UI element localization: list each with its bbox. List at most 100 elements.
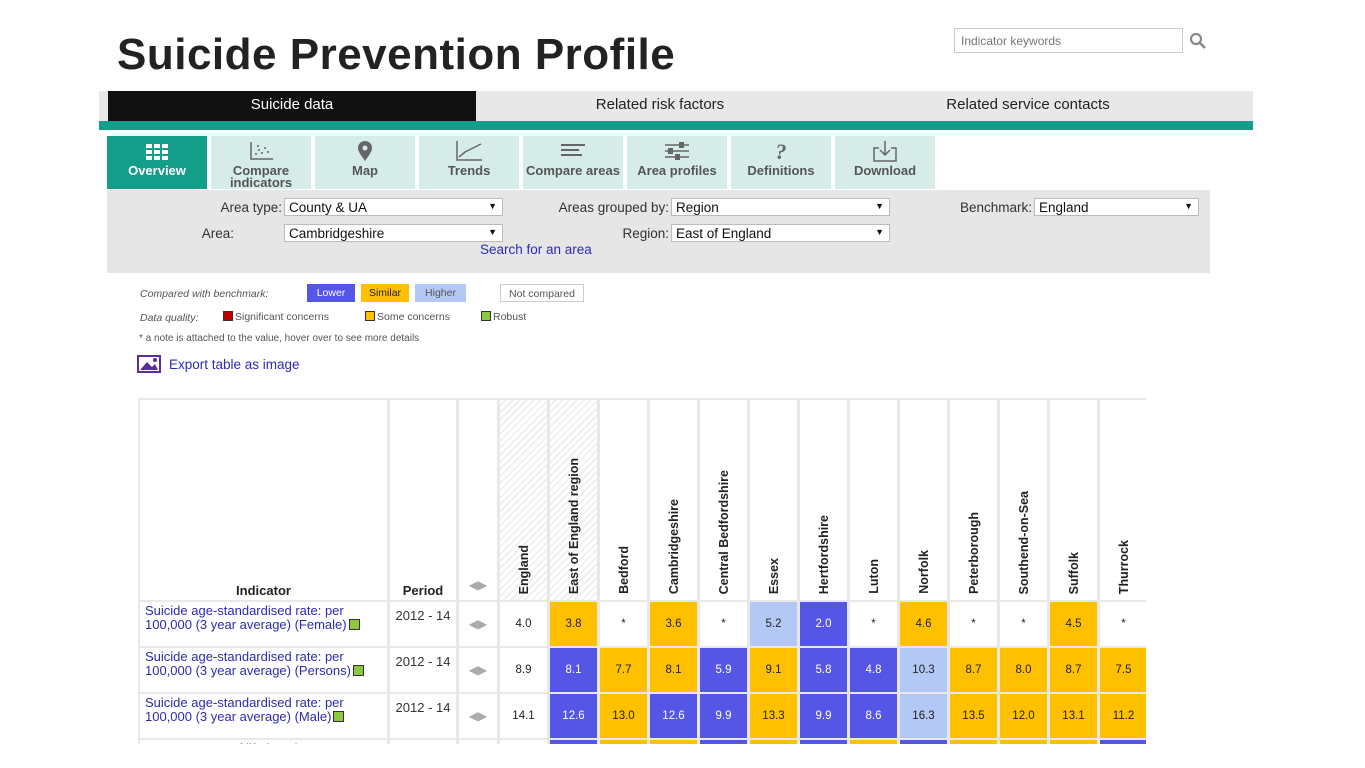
value-cell[interactable]: *: [1000, 602, 1047, 646]
scroll-arrows-icon[interactable]: ◀▶: [468, 578, 488, 592]
tab-related-risk-factors[interactable]: Related risk factors: [595, 96, 725, 113]
value-cell[interactable]: 5.9: [700, 648, 747, 692]
value-cell[interactable]: 12.0: [1000, 694, 1047, 738]
grouped-by-value: Region: [676, 200, 719, 215]
tab-map[interactable]: Map: [315, 136, 415, 189]
value-cell[interactable]: [650, 740, 697, 744]
value-cell[interactable]: *: [850, 602, 897, 646]
value-cell[interactable]: [900, 740, 947, 744]
tab-suicide-data[interactable]: Suicide data: [108, 91, 476, 121]
tab-overview-label: Overview: [128, 163, 186, 178]
tab-area-profiles[interactable]: Area profiles: [627, 136, 727, 189]
value-cell[interactable]: 8.0: [1000, 648, 1047, 692]
area-select[interactable]: Cambridgeshire ▼: [284, 224, 503, 242]
value-cell[interactable]: 2.0: [800, 602, 847, 646]
indicator-link[interactable]: Persons years of life lost due to: [145, 742, 390, 744]
value-cell[interactable]: [500, 740, 547, 744]
grouped-by-select[interactable]: Region ▼: [671, 198, 890, 216]
value-cell[interactable]: 10.3: [900, 648, 947, 692]
tab-compare-areas[interactable]: Compare areas: [523, 136, 623, 189]
row-arrows-icon[interactable]: ◀▶: [468, 709, 488, 723]
value-cell[interactable]: 13.3: [750, 694, 797, 738]
value-cell[interactable]: 11.2: [1100, 694, 1146, 738]
value-cell[interactable]: 16.3: [900, 694, 947, 738]
value-cell[interactable]: [950, 740, 997, 744]
tab-trends[interactable]: Trends: [419, 136, 519, 189]
value-cell[interactable]: [700, 740, 747, 744]
page-title: Suicide Prevention Profile: [117, 30, 676, 79]
area-type-select[interactable]: County & UA ▼: [284, 198, 503, 216]
indicator-link[interactable]: Suicide age-standardised rate: per 100,0…: [145, 604, 390, 631]
value-cell[interactable]: [1000, 740, 1047, 744]
area-header-label: Suffolk: [1066, 551, 1081, 594]
row-arrows[interactable]: ◀▶: [459, 602, 497, 646]
value-cell[interactable]: 8.9: [500, 648, 547, 692]
area-label: Area:: [201, 226, 234, 241]
value-cell[interactable]: 7.7: [600, 648, 647, 692]
value-cell[interactable]: [550, 740, 597, 744]
tab-definitions[interactable]: ? Definitions: [731, 136, 831, 189]
row-arrows[interactable]: ◀▶: [459, 694, 497, 738]
question-icon: ?: [776, 140, 787, 162]
value-cell[interactable]: *: [600, 602, 647, 646]
value-cell[interactable]: *: [1100, 602, 1146, 646]
value-cell[interactable]: 9.9: [700, 694, 747, 738]
value-cell[interactable]: 4.6: [900, 602, 947, 646]
tab-compare-indicators[interactable]: Compare indicators: [211, 136, 311, 189]
row-arrows[interactable]: ◀▶: [459, 648, 497, 692]
value-cell[interactable]: *: [950, 602, 997, 646]
value-cell[interactable]: [600, 740, 647, 744]
value-cell[interactable]: 5.8: [800, 648, 847, 692]
area-header: Suffolk: [1050, 400, 1097, 600]
value-cell[interactable]: 8.7: [1050, 648, 1097, 692]
value-cell[interactable]: [1050, 740, 1097, 744]
tab-download[interactable]: Download: [835, 136, 935, 189]
area-header: Central Bedfordshire: [700, 400, 747, 600]
value-cell[interactable]: *: [700, 602, 747, 646]
indicator-search-input[interactable]: [954, 28, 1183, 53]
overview-table: Indicator Period ◀▶ England East of England …: [138, 398, 1146, 744]
value-cell[interactable]: [750, 740, 797, 744]
overview-grid-icon: [146, 144, 168, 160]
search-for-area-link[interactable]: Search for an area: [480, 242, 592, 257]
row-arrows[interactable]: [459, 740, 497, 744]
benchmark-select[interactable]: England ▼: [1034, 198, 1199, 216]
row-arrows-icon[interactable]: ◀▶: [468, 663, 488, 677]
value-cell[interactable]: 7.5: [1100, 648, 1146, 692]
row-arrows-icon[interactable]: ◀▶: [468, 617, 488, 631]
value-cell[interactable]: 8.1: [650, 648, 697, 692]
value-cell[interactable]: [850, 740, 897, 744]
value-cell[interactable]: [1100, 740, 1146, 744]
value-cell[interactable]: 9.9: [800, 694, 847, 738]
value-cell[interactable]: 4.5: [1050, 602, 1097, 646]
value-cell[interactable]: 13.1: [1050, 694, 1097, 738]
value-cell[interactable]: 13.0: [600, 694, 647, 738]
value-cell[interactable]: 4.8: [850, 648, 897, 692]
value-cell[interactable]: 9.1: [750, 648, 797, 692]
value-cell[interactable]: 8.7: [950, 648, 997, 692]
export-table-link[interactable]: Export table as image: [137, 355, 300, 373]
region-select[interactable]: East of England ▼: [671, 224, 890, 242]
tab-compare-indicators-label: Compare indicators: [229, 163, 293, 190]
search-icon[interactable]: [1189, 32, 1207, 50]
value-cell[interactable]: 4.0: [500, 602, 547, 646]
main-tab-bar: Suicide data Related risk factors Relate…: [99, 91, 1253, 121]
value-cell[interactable]: 3.6: [650, 602, 697, 646]
tab-related-service-contacts[interactable]: Related service contacts: [946, 96, 1110, 113]
value-cell[interactable]: [800, 740, 847, 744]
value-cell[interactable]: 5.2: [750, 602, 797, 646]
value-cell[interactable]: 12.6: [650, 694, 697, 738]
period-cell: 2012 - 14: [390, 602, 456, 646]
indicator-link[interactable]: Suicide age-standardised rate: per 100,0…: [145, 695, 345, 724]
tab-overview[interactable]: Overview: [107, 136, 207, 189]
value-cell[interactable]: 14.1: [500, 694, 547, 738]
value-cell[interactable]: 12.6: [550, 694, 597, 738]
value-cell[interactable]: 3.8: [550, 602, 597, 646]
value-cell[interactable]: 13.5: [950, 694, 997, 738]
indicator-link[interactable]: Suicide age-standardised rate: per 100,0…: [145, 650, 390, 677]
tab-underline: [99, 121, 1253, 130]
region-label: Region:: [622, 226, 669, 241]
column-scroll-arrows[interactable]: ◀▶: [459, 400, 497, 600]
value-cell[interactable]: 8.1: [550, 648, 597, 692]
value-cell[interactable]: 8.6: [850, 694, 897, 738]
